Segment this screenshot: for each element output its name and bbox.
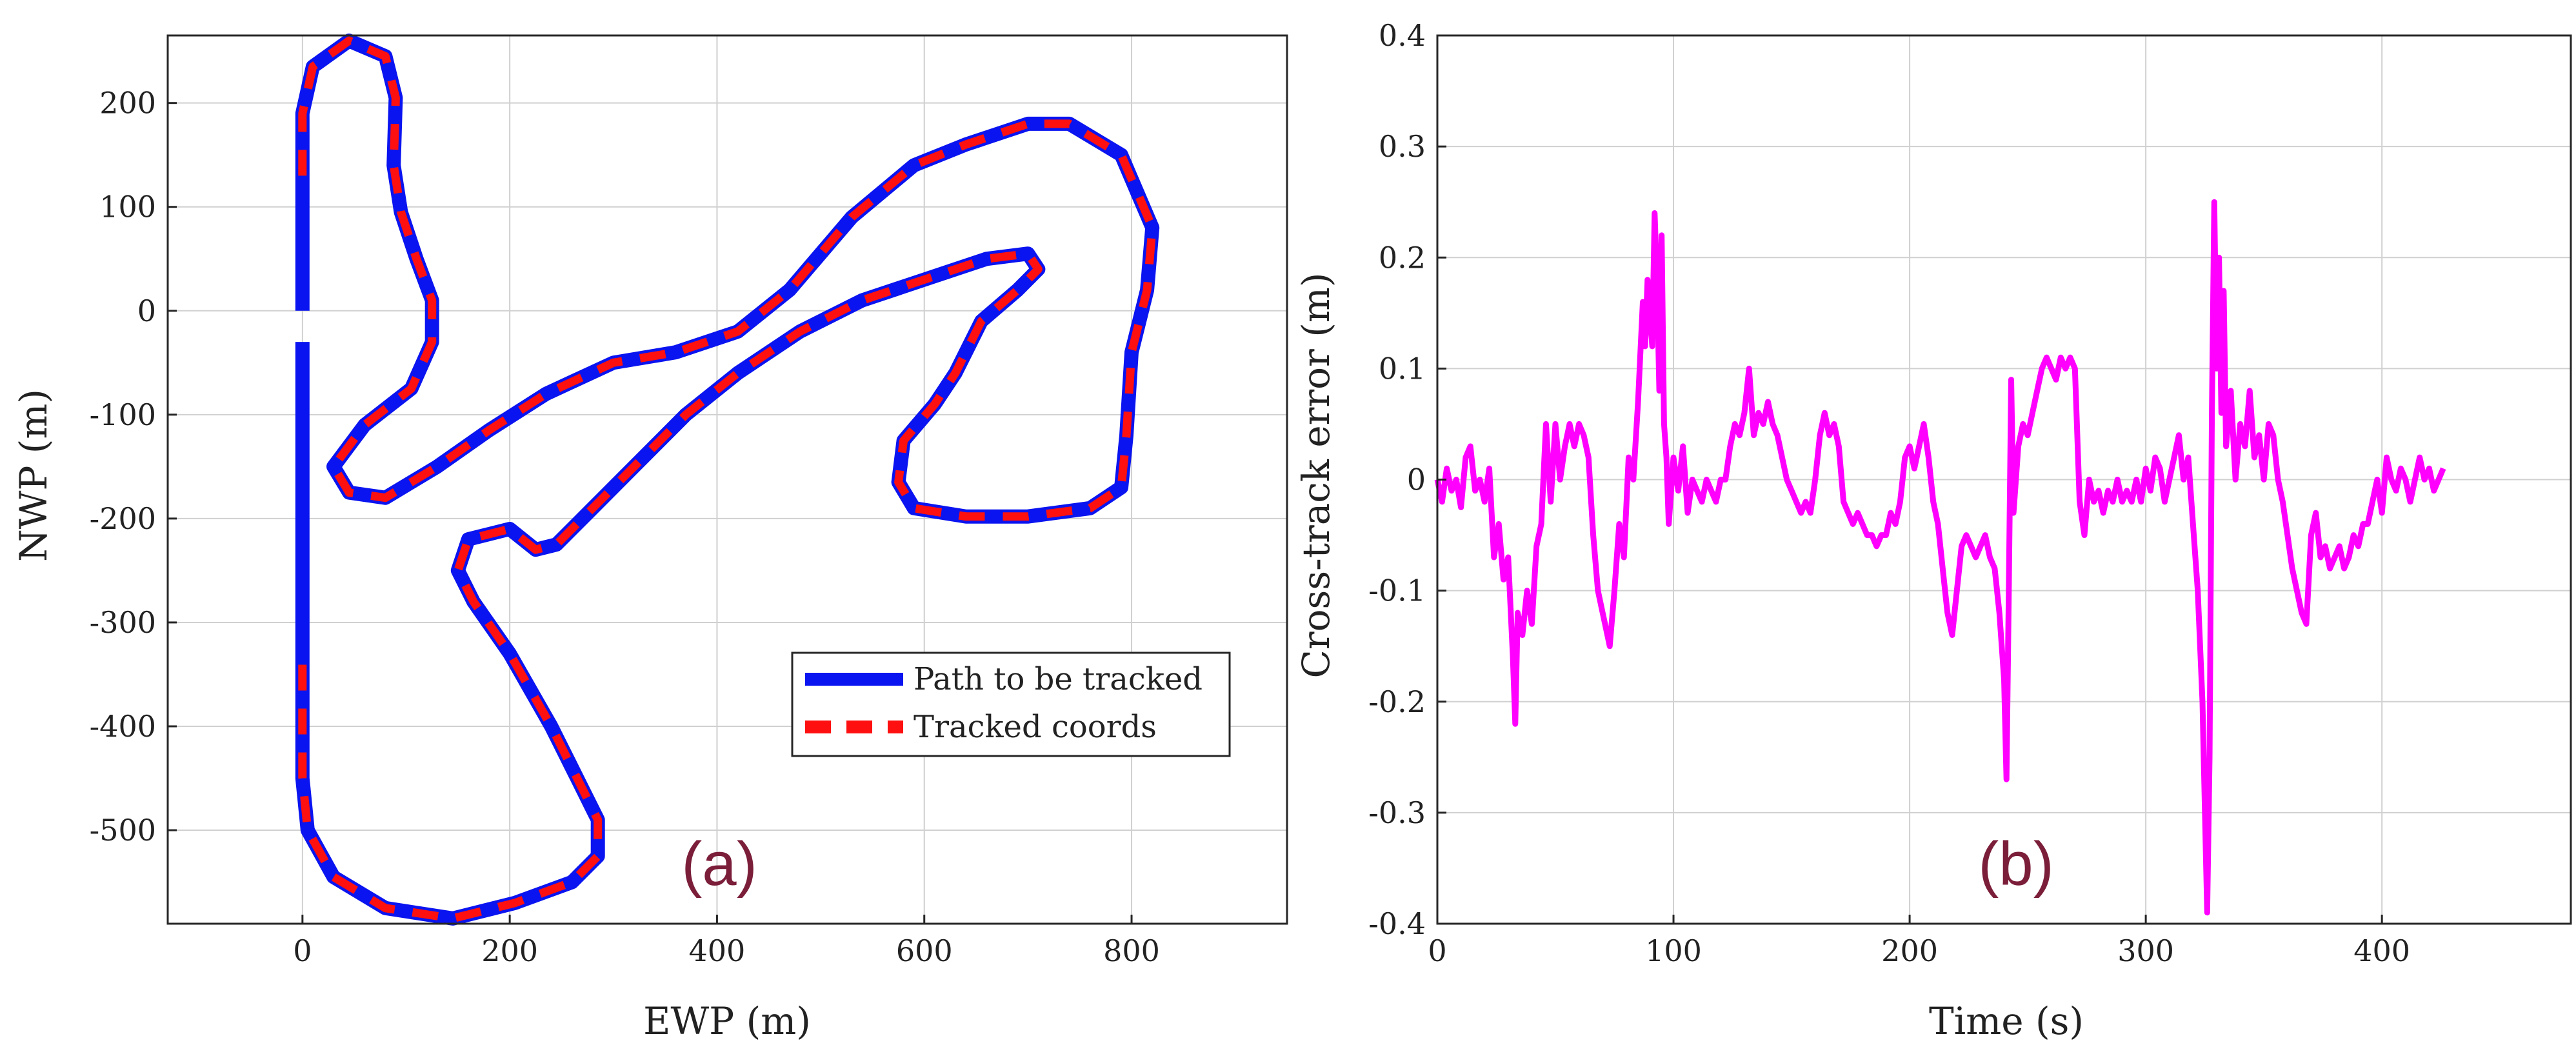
- legend-box: [791, 651, 1231, 757]
- panel-a-x-ticks: 0 200 400 600 800: [293, 915, 1160, 968]
- panel-a-y-tick-label: 100: [99, 190, 156, 224]
- panel-a-path-plot: 0 200 400 600 800 200 100 0 -100 -200 -300 -400 -50…: [12, 34, 1288, 1043]
- panel-a-y-tick-label: 200: [99, 86, 156, 121]
- panel-b-y-tick-label: 0.4: [1379, 18, 1426, 53]
- panel-a-y-ticks: 200 100 0 -100 -200 -300 -400 -500: [90, 86, 177, 848]
- panel-a-x-tick-label: 200: [481, 933, 538, 968]
- panel-a-y-axis-label: NWP (m): [12, 389, 55, 562]
- panel-b-x-tick-label: 400: [2353, 933, 2410, 968]
- panel-a-label: (a): [681, 830, 757, 899]
- panel-a-y-tick-label: -400: [90, 709, 156, 744]
- panel-b-y-tick-label: -0.4: [1368, 906, 1426, 941]
- panel-b-series: [1434, 199, 2446, 916]
- panel-b-label: (b): [1978, 830, 2053, 899]
- panel-b-x-axis-label: Time (s): [1929, 999, 2084, 1043]
- panel-b-y-tick-label: -0.2: [1368, 684, 1426, 719]
- panel-b-y-tick-label: -0.3: [1368, 795, 1426, 830]
- panel-b-y-tick-label: 0: [1407, 462, 1426, 497]
- panel-a-legend: Path to be tracked Tracked coords: [791, 651, 1231, 757]
- panel-a-series: [295, 34, 1160, 926]
- panel-b-x-tick-label: 200: [1881, 933, 1938, 968]
- panel-a-x-tick-label: 0: [293, 933, 312, 968]
- panel-a-y-tick-label: -300: [90, 605, 156, 640]
- panel-b-y-tick-label: 0.2: [1379, 240, 1426, 275]
- panel-b-x-tick-label: 100: [1645, 933, 1702, 968]
- panel-a-axes-frame: [166, 34, 1288, 925]
- panel-b-x-tick-label: 0: [1428, 933, 1446, 968]
- legend-label-path-to-be-tracked: Path to be tracked: [914, 661, 1203, 697]
- panel-b-y-tick-label: -0.1: [1368, 573, 1426, 608]
- panel-b-y-tick-label: 0.3: [1379, 129, 1426, 164]
- panel-a-x-tick-label: 800: [1103, 933, 1160, 968]
- panel-a-plot-area: [168, 35, 1287, 924]
- panel-b-y-tick-label: 0.1: [1379, 351, 1426, 386]
- panel-b-y-axis-label: Cross-track error (m): [1294, 273, 1338, 679]
- panel-a-x-tick-label: 600: [896, 933, 953, 968]
- panel-a-x-tick-label: 400: [689, 933, 746, 968]
- legend-label-tracked-coords: Tracked coords: [914, 709, 1157, 745]
- panel-a-x-axis-label: EWP (m): [643, 999, 811, 1043]
- panel-b-x-ticks: 0 100 200 300 400: [1428, 915, 2410, 968]
- panel-a-y-tick-label: -200: [90, 501, 156, 536]
- panel-a-y-tick-label: 0: [137, 293, 156, 328]
- panel-a-y-tick-label: -100: [90, 397, 156, 432]
- panel-a-grid: [168, 35, 1287, 924]
- panel-b-error-plot: 0 100 200 300 400 0.4 0.3 0.2 0.1 0 -0.1 -0.2 -0.3 -…: [1294, 18, 2572, 1043]
- series-line-cross-track-error: [1434, 199, 2446, 916]
- series-line-tracked-coords: [298, 36, 1157, 923]
- panel-b-y-ticks: 0.4 0.3 0.2 0.1 0 -0.1 -0.2 -0.3 -0.4: [1368, 18, 1446, 941]
- panel-a-y-tick-label: -500: [90, 813, 156, 848]
- panel-b-x-tick-label: 300: [2117, 933, 2174, 968]
